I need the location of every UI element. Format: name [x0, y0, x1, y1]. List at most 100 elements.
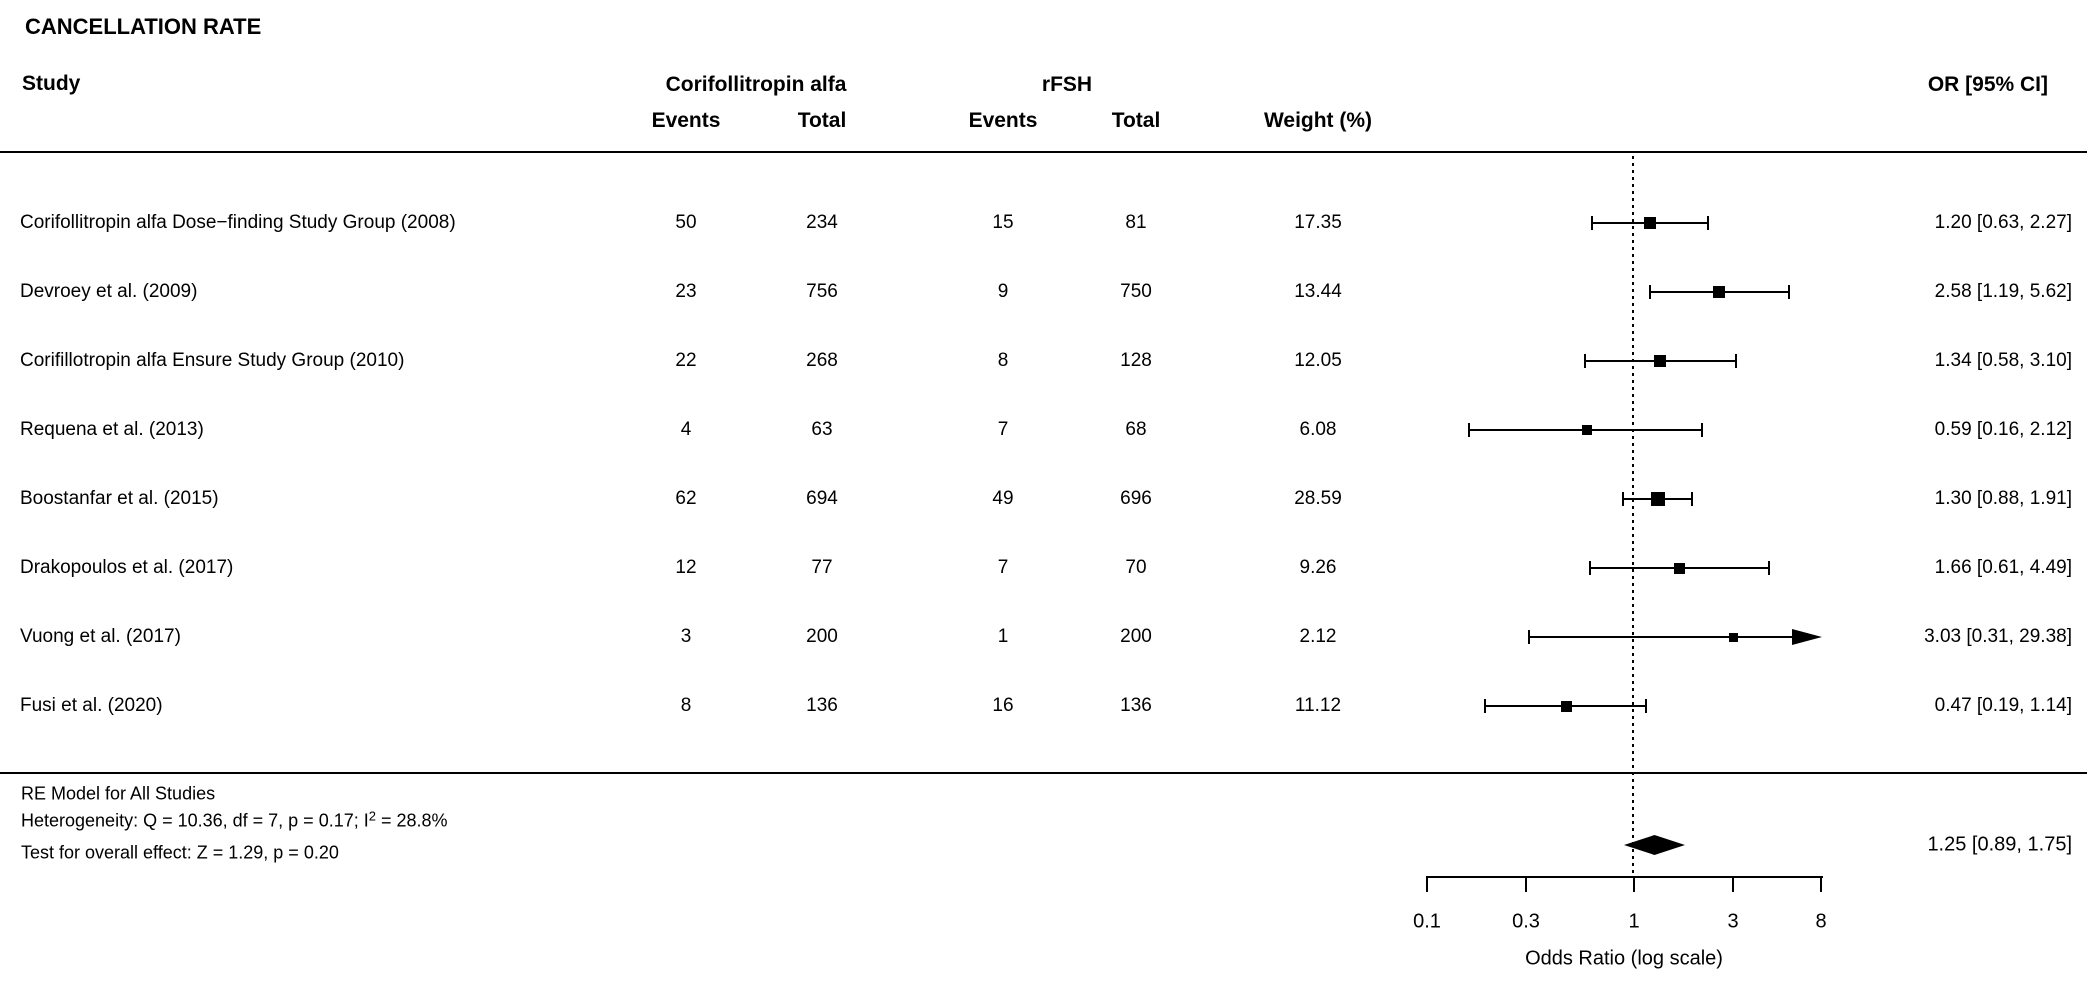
ci-cap-right — [1735, 354, 1737, 368]
ci-cap-right — [1788, 285, 1790, 299]
ci-cap-left — [1589, 561, 1591, 575]
x-axis-tick — [1525, 876, 1527, 892]
total2-value: 136 — [1120, 695, 1152, 716]
or-ci-value: 3.03 [0.31, 29.38] — [1924, 626, 2072, 647]
total1-value: 77 — [811, 557, 833, 578]
study-label: Corifillotropin alfa Ensure Study Group … — [20, 350, 405, 371]
weight-value: 28.59 — [1294, 488, 1342, 509]
ci-cap-left — [1584, 354, 1586, 368]
study-label: Drakopoulos et al. (2017) — [20, 557, 234, 578]
events1-value: 22 — [675, 350, 697, 371]
point-estimate-square — [1644, 217, 1656, 229]
ci-line — [1529, 636, 1792, 638]
point-estimate-square — [1674, 563, 1685, 574]
or-ci-value: 0.59 [0.16, 2.12] — [1934, 419, 2072, 440]
weight-value: 9.26 — [1299, 557, 1337, 578]
x-axis-tick-label: 0.1 — [1413, 910, 1441, 933]
summary-diamond — [1624, 835, 1685, 855]
total1-value: 234 — [806, 212, 838, 233]
weight-value: 6.08 — [1299, 419, 1337, 440]
point-estimate-square — [1654, 355, 1666, 367]
study-label: Fusi et al. (2020) — [20, 695, 163, 716]
summary-model-label: RE Model for All Studies — [21, 783, 216, 804]
x-axis-tick-label: 8 — [1815, 910, 1827, 933]
weight-value: 17.35 — [1294, 212, 1342, 233]
ci-cap-right — [1701, 423, 1703, 437]
heterogeneity-value: = 28.8% — [375, 810, 448, 831]
or-ci-value: 1.66 [0.61, 4.49] — [1934, 557, 2072, 578]
x-axis-line — [1427, 876, 1823, 878]
total2-value: 70 — [1125, 557, 1147, 578]
total2-value: 81 — [1125, 212, 1147, 233]
events2-value: 15 — [992, 212, 1014, 233]
study-label: Requena et al. (2013) — [20, 419, 204, 440]
ci-cap-left — [1484, 699, 1486, 713]
or-ci-value: 1.30 [0.88, 1.91] — [1934, 488, 2072, 509]
ci-cap-right — [1691, 492, 1693, 506]
total2-value: 750 — [1120, 281, 1152, 302]
events2-value: 7 — [997, 557, 1009, 578]
events2-header: Events — [968, 109, 1038, 132]
total2-value: 68 — [1125, 419, 1147, 440]
reference-line — [1632, 156, 1634, 877]
total1-value: 200 — [806, 626, 838, 647]
ci-cap-left — [1528, 630, 1530, 644]
total1-value: 63 — [811, 419, 833, 440]
x-axis-tick — [1820, 876, 1822, 892]
x-axis-tick — [1732, 876, 1734, 892]
events2-value: 49 — [992, 488, 1014, 509]
ci-arrow-right — [1792, 629, 1822, 645]
ci-cap-left — [1591, 216, 1593, 230]
figure-title: CANCELLATION RATE — [25, 14, 262, 39]
study-label: Vuong et al. (2017) — [20, 626, 181, 647]
ci-cap-right — [1707, 216, 1709, 230]
or-ci-value: 1.20 [0.63, 2.27] — [1934, 212, 2072, 233]
x-axis-title: Odds Ratio (log scale) — [1525, 947, 1723, 970]
summary-or-value: 1.25 [0.89, 1.75] — [1927, 833, 2072, 856]
study-label: Corifollitropin alfa Dose−finding Study … — [20, 212, 456, 233]
total2-value: 696 — [1120, 488, 1152, 509]
point-estimate-square — [1729, 633, 1738, 642]
ci-cap-left — [1468, 423, 1470, 437]
i-squared-superscript: 2 — [368, 808, 376, 824]
group1-header: Corifollitropin alfa — [665, 73, 847, 96]
or-column-header: OR [95% CI] — [1927, 73, 2048, 96]
events1-value: 8 — [680, 695, 692, 716]
events2-value: 1 — [997, 626, 1009, 647]
events1-value: 23 — [675, 281, 697, 302]
point-estimate-square — [1561, 701, 1572, 712]
or-ci-value: 1.34 [0.58, 3.10] — [1934, 350, 2072, 371]
events1-value: 50 — [675, 212, 697, 233]
or-ci-value: 0.47 [0.19, 1.14] — [1934, 695, 2072, 716]
events2-value: 7 — [997, 419, 1009, 440]
ci-cap-right — [1645, 699, 1647, 713]
x-axis-tick-label: 3 — [1727, 910, 1739, 933]
events2-value: 8 — [997, 350, 1009, 371]
group2-header: rFSH — [1041, 73, 1093, 96]
weight-header: Weight (%) — [1263, 109, 1373, 132]
weight-value: 11.12 — [1294, 695, 1342, 716]
x-axis-tick-label: 0.3 — [1512, 910, 1540, 933]
weight-value: 2.12 — [1299, 626, 1337, 647]
total1-header: Total — [797, 109, 847, 132]
ci-cap-left — [1622, 492, 1624, 506]
events1-value: 4 — [680, 419, 692, 440]
total2-header: Total — [1111, 109, 1161, 132]
x-axis-tick — [1633, 876, 1635, 892]
events1-value: 62 — [675, 488, 697, 509]
events1-value: 12 — [675, 557, 697, 578]
total1-value: 756 — [806, 281, 838, 302]
heterogeneity-stats: Heterogeneity: Q = 10.36, df = 7, p = 0.… — [21, 808, 448, 832]
point-estimate-square — [1582, 425, 1592, 435]
or-ci-value: 2.58 [1.19, 5.62] — [1934, 281, 2072, 302]
point-estimate-square — [1713, 286, 1725, 298]
heterogeneity-text: Heterogeneity: Q = 10.36, df = 7, p = 0.… — [21, 810, 369, 831]
weight-value: 13.44 — [1294, 281, 1342, 302]
point-estimate-square — [1651, 492, 1665, 506]
total1-value: 694 — [806, 488, 838, 509]
total1-value: 136 — [806, 695, 838, 716]
ci-cap-left — [1649, 285, 1651, 299]
total1-value: 268 — [806, 350, 838, 371]
ci-cap-right — [1768, 561, 1770, 575]
x-axis-tick — [1426, 876, 1428, 892]
